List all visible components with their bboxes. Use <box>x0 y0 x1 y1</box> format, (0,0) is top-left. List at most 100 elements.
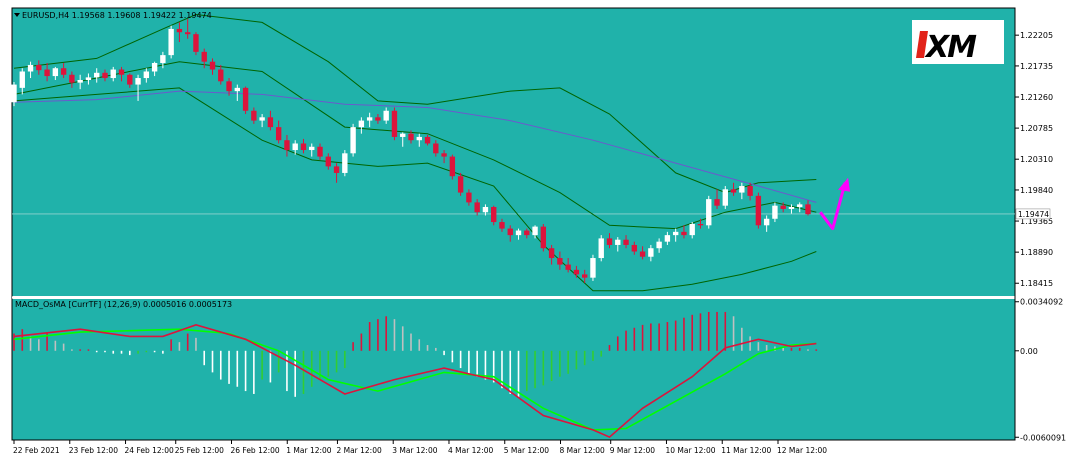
bearish-candle <box>540 226 547 249</box>
bearish-candle <box>606 238 613 245</box>
bearish-candle <box>267 117 274 128</box>
bearish-candle <box>317 146 323 157</box>
bearish-candle <box>639 251 646 257</box>
price-tick-label: 1.18415 <box>1020 279 1053 288</box>
symbol-dropdown-icon[interactable] <box>14 13 20 17</box>
macd-tick-label: -0.0060091 <box>1020 433 1066 442</box>
bearish-candle <box>193 34 199 52</box>
forecast-arrow-line <box>819 182 847 231</box>
bearish-candle <box>300 143 307 151</box>
bullish-candle <box>110 69 116 79</box>
logo-red-stroke <box>916 31 928 58</box>
main-chart-area[interactable] <box>12 8 1015 296</box>
price-tick-label: 1.22205 <box>1020 31 1053 40</box>
bullish-candle <box>722 189 728 206</box>
bearish-candle <box>466 192 472 203</box>
bearish-candle <box>714 199 720 206</box>
macd-subwindow-header: MACD_OsMA [CurrTF] (12,26,9) 0.0005016 0… <box>15 300 232 309</box>
price-tick-label: 1.21260 <box>1020 93 1053 102</box>
bullish-candle <box>309 146 315 151</box>
bullish-candle <box>672 231 679 236</box>
macd-tick-label: 0.00 <box>1020 347 1038 356</box>
price-tick-label: 1.20310 <box>1020 155 1053 164</box>
bullish-candle <box>598 238 604 259</box>
bearish-candle <box>201 51 207 62</box>
bearish-candle <box>226 81 232 92</box>
bullish-candle <box>350 127 356 154</box>
logo-background <box>912 20 1004 64</box>
bullish-candle <box>482 206 489 213</box>
bearish-candle <box>284 140 290 151</box>
bullish-candle <box>19 71 25 88</box>
time-tick-label: 22 Feb 2021 <box>13 446 60 455</box>
time-tick-label: 26 Feb 12:00 <box>230 446 279 455</box>
time-tick-label: 2 Mar 12:00 <box>336 446 382 455</box>
bullish-candle <box>366 117 373 121</box>
bearish-candle <box>184 32 191 35</box>
time-tick-label: 10 Mar 12:00 <box>665 446 715 455</box>
price-tick-label: 1.18890 <box>1020 248 1053 257</box>
bearish-candle <box>441 153 447 157</box>
bullish-candle <box>400 133 406 137</box>
macd-subwindow-area[interactable] <box>12 299 1015 440</box>
bullish-candle <box>85 77 92 80</box>
bullish-candle <box>168 28 174 56</box>
forecast-arrowhead-icon <box>838 177 851 192</box>
macd-tick-label: 0.0034092 <box>1020 298 1063 307</box>
xm-logo: XM <box>912 20 1004 65</box>
bollinger-middle-band <box>13 61 817 230</box>
bullish-candle <box>788 206 795 209</box>
bullish-candle <box>342 153 348 173</box>
bullish-candle <box>532 226 538 236</box>
time-tick-label: 12 Mar 12:00 <box>777 446 827 455</box>
bearish-candle <box>218 69 224 82</box>
bullish-candle <box>143 71 150 79</box>
bearish-candle <box>449 156 456 177</box>
bearish-candle <box>433 143 439 154</box>
bullish-candle <box>358 120 365 128</box>
bearish-candle <box>623 239 629 245</box>
bearish-candle <box>118 69 125 75</box>
time-tick-label: 11 Mar 12:00 <box>721 446 771 455</box>
time-tick-label: 4 Mar 12:00 <box>448 446 494 455</box>
bullish-candle <box>160 55 166 63</box>
time-tick-label: 1 Mar 12:00 <box>286 446 332 455</box>
bearish-candle <box>176 28 183 33</box>
bullish-candle <box>706 199 712 226</box>
price-tick-label: 1.19365 <box>1020 217 1053 226</box>
bullish-candle <box>151 62 158 72</box>
bullish-candle <box>234 87 241 92</box>
bullish-candle <box>27 64 34 72</box>
time-tick-label: 25 Feb 12:00 <box>175 446 224 455</box>
bearish-candle <box>681 231 687 236</box>
bullish-candle <box>590 258 596 278</box>
bearish-candle <box>697 224 704 226</box>
bollinger-upper-band <box>13 13 817 194</box>
bullish-candle <box>797 204 803 207</box>
bearish-candle <box>209 61 216 70</box>
bearish-candle <box>60 68 67 75</box>
time-tick-label: 8 Mar 12:00 <box>560 446 606 455</box>
bearish-candle <box>275 127 282 141</box>
bearish-candle <box>36 64 42 71</box>
bullish-candle <box>772 205 778 219</box>
time-tick-label: 23 Feb 12:00 <box>69 446 118 455</box>
current-price-label: 1.19474 <box>1018 210 1049 219</box>
bearish-candle <box>747 186 753 196</box>
time-tick-label: 9 Mar 12:00 <box>610 446 656 455</box>
bearish-candle <box>755 195 762 226</box>
bullish-candle <box>656 241 662 249</box>
bearish-candle <box>581 274 588 278</box>
bullish-candle <box>739 186 745 193</box>
logo-text: XM <box>924 30 977 65</box>
bearish-candle <box>44 69 50 77</box>
bearish-candle <box>251 110 257 121</box>
bullish-candle <box>515 230 522 236</box>
bullish-candle <box>292 143 298 151</box>
bearish-candle <box>457 176 464 193</box>
bullish-candle <box>615 239 621 245</box>
bullish-candle <box>416 136 422 141</box>
current-price-label-box <box>1015 208 1051 220</box>
